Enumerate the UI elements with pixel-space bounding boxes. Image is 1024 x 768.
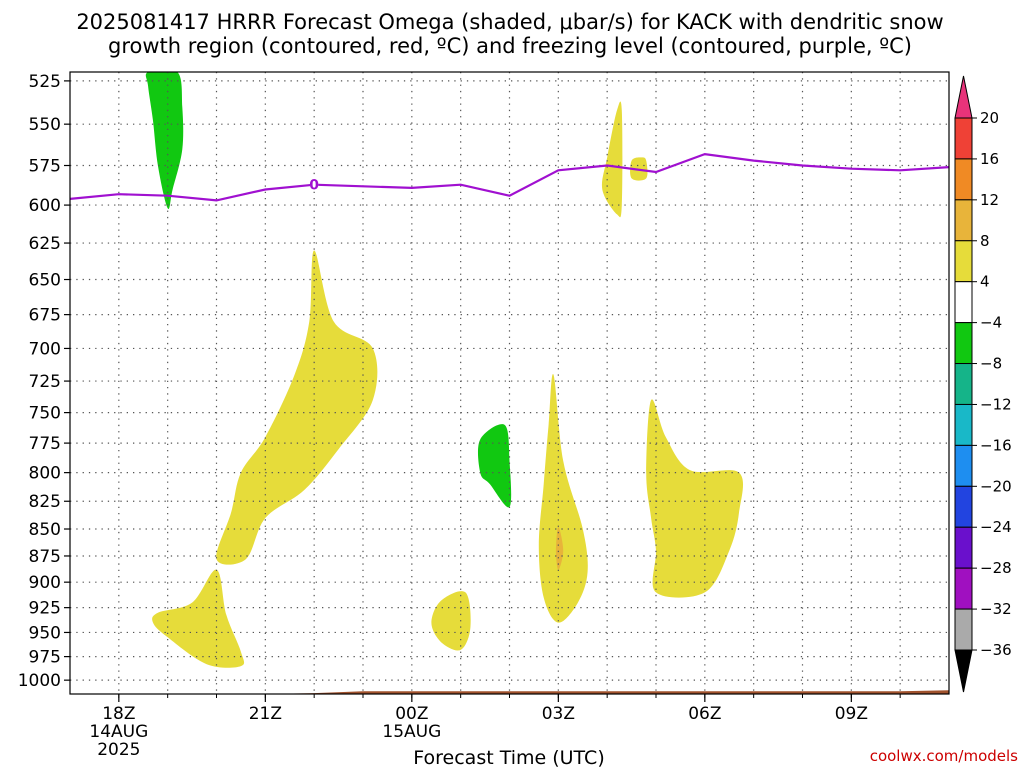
colorbar-label-13: −36 [980, 641, 1012, 659]
y-tick-label-975: 975 [29, 648, 61, 668]
colorbar: 20 16 12 8 4 −4 −8 −12 −16 −20 −24 −28 −32 −36 [954, 75, 1012, 693]
y-tick-label-600: 600 [29, 196, 61, 216]
colorbar-label-8: −16 [980, 436, 1012, 454]
omega-region-0 [216, 250, 378, 565]
colorbar-label-9: −20 [980, 477, 1012, 495]
colorbar-box-8 [954, 444, 973, 487]
colorbar-box-3 [954, 240, 973, 283]
colorbar-box-0 [954, 117, 973, 160]
colorbar-top-triangle [954, 75, 973, 119]
colorbar-label-1: 16 [980, 150, 999, 168]
colorbar-label-11: −28 [980, 559, 1012, 577]
colorbar-box-7 [954, 403, 973, 446]
x-tick-label-06Z: 06Z [688, 704, 721, 724]
freezing-level-label: 0 [309, 178, 319, 194]
colorbar-box-10 [954, 526, 973, 569]
y-tick-label-850: 850 [29, 520, 61, 540]
colorbar-label-7: −12 [980, 395, 1012, 413]
colorbar-box-11 [954, 567, 973, 610]
credit-label: coolwx.com/models [870, 747, 1018, 765]
colorbar-label-4: 4 [980, 273, 990, 291]
freezing-level-line: 0 [70, 152, 949, 202]
omega-region-4 [646, 399, 744, 598]
colorbar-label-12: −32 [980, 600, 1012, 618]
colorbar-box-12 [954, 608, 973, 651]
omega-region-7 [555, 526, 564, 570]
colorbar-label-2: 12 [980, 191, 999, 209]
colorbar-label-10: −24 [980, 518, 1012, 536]
chart-title-line2: growth region (contoured, red, ºC) and f… [108, 34, 912, 58]
x-axis-label: Forecast Time (UTC) [413, 747, 604, 768]
colorbar-label-3: 8 [980, 232, 990, 250]
colorbar-bottom-triangle [954, 649, 973, 693]
freezing-level-path [70, 152, 949, 202]
omega-region-2 [431, 591, 471, 651]
colorbar-box-5 [954, 322, 973, 365]
omega-region-8 [145, 72, 184, 209]
ground-fill [70, 690, 949, 694]
y-tick-label-675: 675 [29, 306, 61, 326]
y-tick-label-875: 875 [29, 547, 61, 567]
y-axis-ticks: 525 550 575 600 625 650 675 700 725 750 775 800 825 8… [18, 72, 70, 691]
omega-region-6 [601, 101, 623, 218]
chart-title-line1: 2025081417 HRRR Forecast Omega (shaded, … [76, 10, 943, 34]
colorbar-label-0: 20 [980, 109, 999, 127]
y-tick-label-950: 950 [29, 623, 61, 643]
y-tick-label-825: 825 [29, 492, 61, 512]
x-tick-date-00Z: 15AUG [382, 722, 441, 742]
x-tick-label-18Z: 18Z [102, 704, 135, 724]
y-tick-label-775: 775 [29, 434, 61, 454]
omega-region-9 [477, 424, 512, 508]
terrain-ground [70, 690, 949, 694]
y-tick-label-1000: 1000 [18, 671, 61, 691]
y-tick-label-725: 725 [29, 372, 61, 392]
omega-shaded-regions [145, 72, 744, 668]
y-tick-label-575: 575 [29, 157, 61, 177]
x-tick-label-00Z: 00Z [395, 704, 428, 724]
colorbar-box-2 [954, 199, 973, 242]
y-tick-label-900: 900 [29, 573, 61, 593]
x-tick-label-03Z: 03Z [542, 704, 575, 724]
y-tick-label-925: 925 [29, 599, 61, 619]
colorbar-label-6: −8 [980, 355, 1002, 373]
freezing-label-bg [310, 178, 319, 191]
y-tick-label-750: 750 [29, 404, 61, 424]
x-tick-label-21Z: 21Z [249, 704, 282, 724]
omega-region-3 [538, 373, 588, 623]
x-tick-label-09Z: 09Z [835, 704, 868, 724]
y-tick-label-800: 800 [29, 464, 61, 484]
colorbar-box-1 [954, 158, 973, 201]
colorbar-box-6 [954, 363, 973, 405]
y-tick-label-625: 625 [29, 234, 61, 254]
y-tick-label-525: 525 [29, 72, 61, 92]
colorbar-box-9 [954, 485, 973, 528]
omega-region-1 [152, 569, 245, 668]
colorbar-box-4 [954, 281, 973, 324]
x-tick-date-18Z: 14AUG [89, 722, 148, 742]
y-tick-label-550: 550 [29, 115, 61, 135]
x-tick-year-18Z: 2025 [97, 740, 140, 760]
y-tick-label-650: 650 [29, 271, 61, 291]
y-tick-label-700: 700 [29, 339, 61, 359]
colorbar-label-5: −4 [980, 314, 1002, 332]
